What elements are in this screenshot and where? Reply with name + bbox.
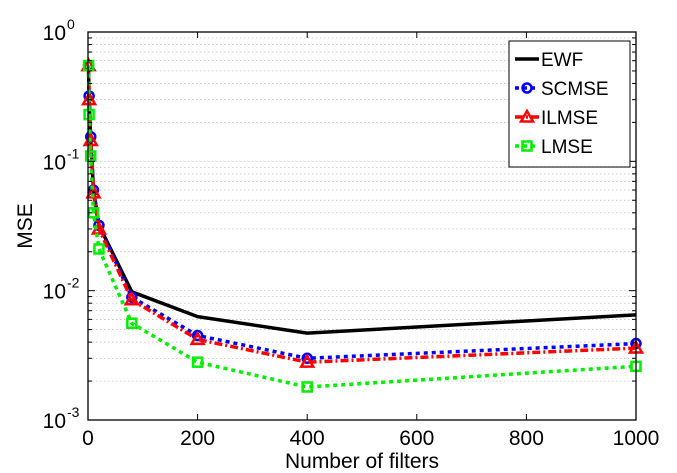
legend-box <box>508 40 631 168</box>
y-tick-exponent: 0 <box>67 16 75 32</box>
y-tick-label: 10 <box>43 410 66 433</box>
data-point-ilmse <box>189 330 206 346</box>
y-tick-exponent: -2 <box>67 275 80 291</box>
y-tick-exponent: -3 <box>67 404 80 420</box>
data-point-ilmse <box>123 291 140 306</box>
y-tick-label: 10 <box>43 151 66 174</box>
y-tick-label: 10 <box>43 281 66 304</box>
data-point-lmse <box>126 317 138 329</box>
x-tick-label: 800 <box>509 427 544 450</box>
data-point-lmse <box>84 150 97 162</box>
series-line-ilmse <box>86 65 637 364</box>
data-point-ilmse <box>299 353 316 368</box>
y-tick-exponent: -1 <box>67 145 80 161</box>
legend-label-lmse: LMSE <box>541 137 593 158</box>
legend-label-ilmse: ILMSE <box>541 108 598 129</box>
data-point-lmse <box>93 243 105 255</box>
legend: EWF SCMSE ILMSE LMSE <box>508 40 631 168</box>
data-point-lmse <box>83 108 95 121</box>
series-layer <box>80 57 645 393</box>
x-tick-label: 400 <box>290 427 325 450</box>
y-axis-label: MSE <box>14 203 37 249</box>
data-point-ilmse <box>80 91 98 106</box>
data-point-lmse <box>191 356 204 368</box>
x-tick-label: 1000 <box>613 427 660 450</box>
axis-ticks <box>87 32 637 421</box>
legend-label-ewf: EWF <box>541 50 583 71</box>
legend-marker-ilmse <box>518 108 536 123</box>
x-tick-label: 600 <box>399 427 434 450</box>
legend-label-scmse: SCMSE <box>541 79 609 100</box>
legend-marker-scmse <box>521 82 533 94</box>
series-line-lmse <box>86 65 637 389</box>
data-point-lmse <box>301 381 313 393</box>
x-tick-label: 0 <box>82 427 94 450</box>
x-tick-label: 200 <box>180 427 215 450</box>
legend-marker-lmse <box>521 140 533 152</box>
plot-frame <box>87 31 637 421</box>
y-tick-label: 10 <box>43 22 66 45</box>
x-axis-label: Number of filters <box>285 450 439 473</box>
